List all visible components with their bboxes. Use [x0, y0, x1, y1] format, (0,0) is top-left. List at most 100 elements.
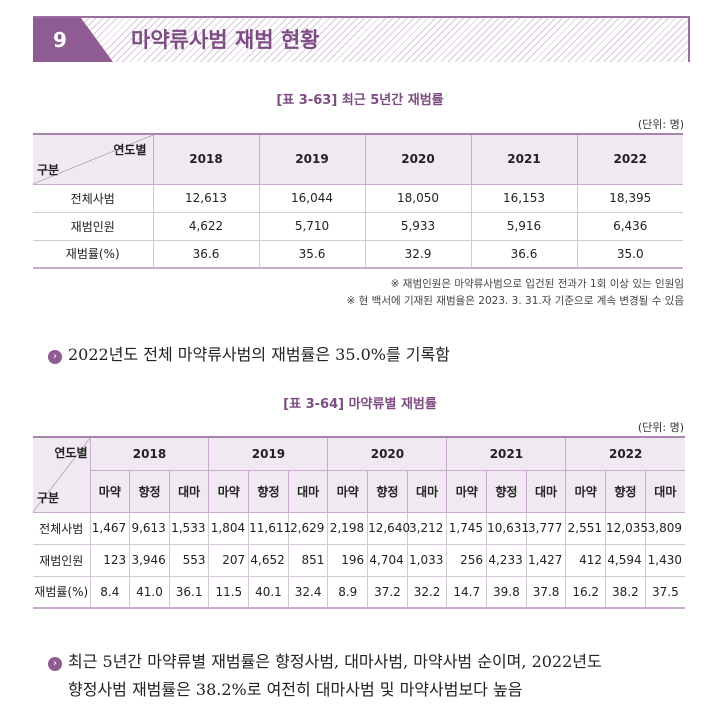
cell-value: 553: [168, 543, 210, 577]
cell-value: 1,430: [644, 543, 685, 577]
table1-note: ※ 현 백서에 기재된 재범율은 2023. 3. 31.자 기준으로 계속 변…: [346, 295, 684, 307]
row-label: 재범인원: [33, 211, 154, 241]
row-label: 재범인원: [33, 543, 91, 577]
drug-type-header: 대마: [406, 469, 448, 513]
cell-value: 16,153: [470, 183, 578, 213]
table2-caption: [표 3-64] 마약류별 재범률: [283, 397, 437, 412]
cell-value: 4,652: [248, 543, 289, 577]
cell-value: 36.6: [470, 239, 578, 269]
year-header: 2020: [327, 436, 448, 471]
cell-value: 40.1: [248, 575, 289, 609]
cell-value: 8.4: [89, 575, 131, 609]
cell-value: 32.2: [406, 575, 448, 609]
cell-value: 6,436: [576, 211, 683, 241]
drug-type-header: 마약: [446, 469, 488, 513]
cell-value: 4,594: [605, 543, 646, 577]
cell-value: 39.8: [486, 575, 527, 609]
year-header: 2020: [364, 133, 472, 185]
drug-type-header: 향정: [248, 469, 289, 513]
drug-type-header: 대마: [644, 469, 685, 513]
bullet-text-line1: 최근 5년간 마약류별 재범률은 향정사범, 대마사범, 마약사범 순이며, 2…: [68, 652, 602, 671]
cell-value: 3,809: [644, 511, 685, 545]
bullet-summary-2: › 최근 5년간 마약류별 재범률은 향정사범, 대마사범, 마약사범 순이며, …: [48, 648, 688, 704]
cell-value: 3,212: [406, 511, 448, 545]
drug-type-header: 대마: [168, 469, 210, 513]
cell-value: 5,710: [258, 211, 366, 241]
recidivism-table: 연도별 구분 2018 2019 2020 2021 2022 전체사범 12,61…: [33, 133, 683, 269]
cell-value: 16,044: [258, 183, 366, 213]
cell-value: 12,640: [367, 511, 410, 545]
cell-value: 1,033: [406, 543, 448, 577]
cell-value: 1,804: [208, 511, 250, 545]
corner-bottom: 구분: [37, 162, 60, 177]
drug-type-header: 대마: [525, 469, 567, 513]
cell-value: 3,777: [525, 511, 567, 545]
cell-value: 35.0: [576, 239, 683, 269]
drug-type-header: 마약: [565, 469, 607, 513]
chevron-right-icon: ›: [48, 657, 62, 671]
bullet-summary-1: › 2022년도 전체 마약류사범의 재범률은 35.0%를 기록함: [48, 341, 688, 369]
cell-value: 4,233: [486, 543, 527, 577]
year-header: 2022: [565, 436, 685, 471]
corner-top: 연도별: [113, 143, 147, 157]
cell-value: 12,035: [605, 511, 648, 545]
drug-type-header: 마약: [90, 469, 131, 513]
year-header: 2019: [258, 133, 366, 185]
cell-value: 123: [89, 543, 131, 577]
drug-type-header: 대마: [287, 469, 329, 513]
year-header: 2019: [208, 436, 329, 471]
cell-value: 5,916: [470, 211, 578, 241]
cell-value: 3,946: [129, 543, 170, 577]
table1-note: ※ 재범인원은 마약류사범으로 입건된 전과가 1회 이상 있는 인원임: [390, 278, 684, 290]
cell-value: 37.8: [525, 575, 567, 609]
cell-value: 256: [446, 543, 488, 577]
cell-value: 35.6: [258, 239, 366, 269]
cell-value: 32.9: [364, 239, 472, 269]
cell-value: 1,745: [446, 511, 488, 545]
cell-value: 8.9: [327, 575, 369, 609]
table1-unit: (단위: 명): [637, 118, 684, 131]
drug-type-header: 향정: [486, 469, 527, 513]
chevron-right-icon: ›: [48, 350, 62, 364]
year-header: 2021: [446, 436, 567, 471]
corner-top: 연도별: [54, 446, 88, 460]
cell-value: 16.2: [565, 575, 607, 609]
row-label: 재범률(%): [33, 575, 91, 609]
drug-type-header: 향정: [129, 469, 170, 513]
cell-value: 32.4: [287, 575, 329, 609]
section-number: 9: [33, 18, 113, 62]
cell-value: 207: [208, 543, 250, 577]
cell-value: 1,533: [168, 511, 210, 545]
cell-value: 851: [287, 543, 329, 577]
year-header: 2018: [89, 436, 210, 471]
cell-value: 196: [327, 543, 369, 577]
table-row: 재범률(%) 36.6 35.6 32.9 36.6 35.0: [33, 239, 683, 269]
cell-value: 1,467: [89, 511, 131, 545]
cell-value: 36.1: [168, 575, 210, 609]
cell-value: 5,933: [364, 211, 472, 241]
bullet-text: 2022년도 전체 마약류사범의 재범률은 35.0%를 기록함: [68, 345, 450, 364]
table-row: 재범인원 123 3,946 553 207 4,652 851 196 4,704 1,033 2…: [33, 543, 685, 577]
cell-value: 4,622: [152, 211, 260, 241]
cell-value: 10,631: [486, 511, 529, 545]
cell-value: 2,551: [565, 511, 607, 545]
year-header: 2022: [576, 133, 683, 185]
cell-value: 9,613: [129, 511, 170, 545]
table1-caption: [표 3-63] 최근 5년간 재범률: [276, 93, 444, 108]
drug-type-header: 마약: [208, 469, 250, 513]
row-label: 전체사범: [33, 183, 154, 213]
section-title: 마약류사범 재범 현황: [131, 28, 320, 52]
cell-value: 1,427: [525, 543, 567, 577]
year-header: 2021: [470, 133, 578, 185]
section-header: 9 마약류사범 재범 현황: [33, 16, 690, 62]
row-label: 재범률(%): [33, 239, 154, 269]
cell-value: 412: [565, 543, 607, 577]
drug-type-header: 향정: [605, 469, 646, 513]
cell-value: 11,611: [248, 511, 291, 545]
cell-value: 18,050: [364, 183, 472, 213]
cell-value: 41.0: [129, 575, 170, 609]
corner-bottom: 구분: [37, 490, 60, 505]
cell-value: 2,198: [327, 511, 369, 545]
table-row: 재범인원 4,622 5,710 5,933 5,916 6,436: [33, 211, 683, 241]
